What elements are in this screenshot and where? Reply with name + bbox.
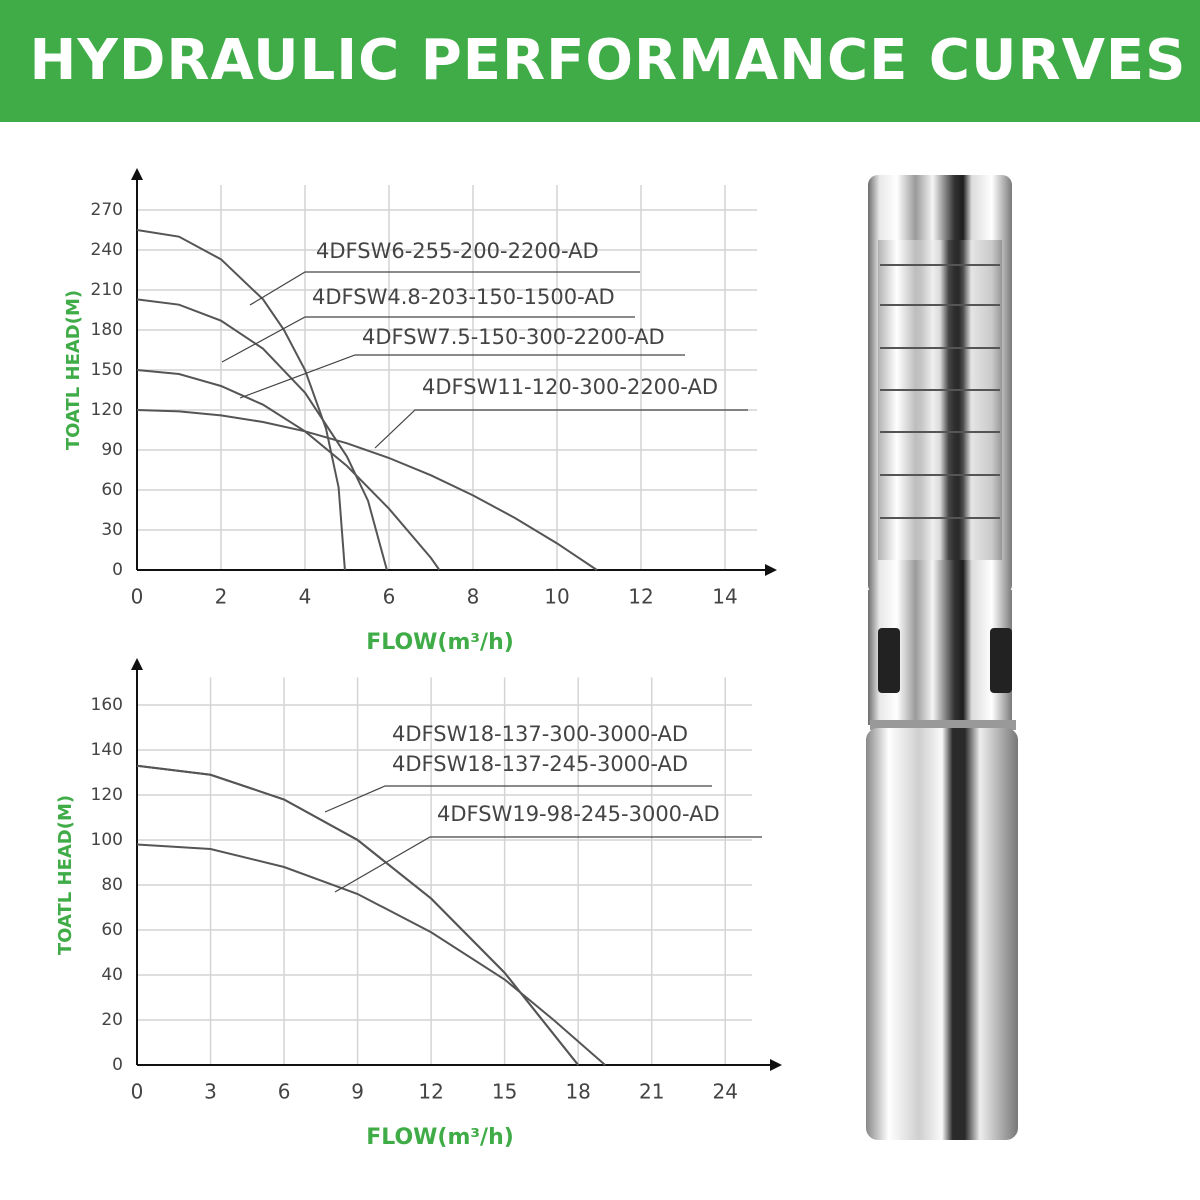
x-tick-label: 14 <box>712 585 737 609</box>
y-tick-label: 210 <box>91 280 123 300</box>
curve <box>136 764 579 1066</box>
y-tick-label: 270 <box>91 200 123 220</box>
x-axis-label: FLOW(m³/h) <box>366 630 514 655</box>
curve <box>136 843 606 1066</box>
y-tick-label: 0 <box>112 1055 123 1075</box>
x-axis-arrow <box>770 1059 782 1071</box>
y-tick-label: 40 <box>101 965 123 985</box>
y-tick-label: 150 <box>91 360 123 380</box>
series-label: 4DFSW11-120-300-2200-AD <box>422 375 718 399</box>
leader-line <box>221 316 635 363</box>
y-axis-arrow <box>131 168 143 180</box>
curve <box>136 298 388 571</box>
y-tick-label: 120 <box>91 400 123 420</box>
y-axis-label: TOATL HEAD(M) <box>55 795 76 955</box>
y-tick-label: 80 <box>101 875 123 895</box>
x-tick-label: 18 <box>565 1080 590 1104</box>
series-label: 4DFSW18-137-300-3000-AD <box>392 722 688 746</box>
y-axis-label: TOATL HEAD(M) <box>63 290 84 450</box>
leader-line <box>374 409 748 449</box>
series-label: 4DFSW4.8-203-150-1500-AD <box>312 285 615 309</box>
series-label: 4DFSW7.5-150-300-2200-AD <box>362 325 665 349</box>
leader-line <box>239 354 685 399</box>
y-tick-label: 60 <box>101 920 123 940</box>
x-tick-label: 10 <box>544 585 569 609</box>
x-tick-label: 12 <box>418 1080 443 1104</box>
x-tick-label: 21 <box>639 1080 664 1104</box>
x-tick-label: 12 <box>628 585 653 609</box>
y-tick-label: 160 <box>91 695 123 715</box>
x-tick-label: 15 <box>492 1080 517 1104</box>
y-tick-label: 100 <box>91 830 123 850</box>
header-bar <box>0 0 1200 122</box>
series-label: 4DFSW18-137-245-3000-AD <box>392 752 688 776</box>
leader-line <box>324 785 712 813</box>
y-tick-label: 0 <box>112 560 123 580</box>
y-tick-label: 240 <box>91 240 123 260</box>
x-tick-label: 0 <box>131 585 144 609</box>
series-label: 4DFSW6-255-200-2200-AD <box>316 239 599 263</box>
x-tick-label: 6 <box>383 585 396 609</box>
series-label: 4DFSW19-98-245-3000-AD <box>437 802 720 826</box>
y-tick-label: 30 <box>101 520 123 540</box>
y-tick-label: 60 <box>101 480 123 500</box>
y-axis-arrow <box>131 658 143 670</box>
curve <box>136 409 598 571</box>
x-tick-label: 4 <box>299 585 312 609</box>
y-tick-label: 180 <box>91 320 123 340</box>
x-tick-label: 6 <box>278 1080 291 1104</box>
x-axis-arrow <box>765 564 777 576</box>
y-tick-label: 120 <box>91 785 123 805</box>
x-tick-label: 24 <box>713 1080 738 1104</box>
x-tick-label: 3 <box>204 1080 217 1104</box>
x-tick-label: 8 <box>467 585 480 609</box>
leader-line <box>249 271 640 306</box>
x-tick-label: 0 <box>131 1080 144 1104</box>
x-tick-label: 2 <box>215 585 228 609</box>
x-tick-label: 9 <box>351 1080 364 1104</box>
x-axis-label: FLOW(m³/h) <box>366 1125 514 1150</box>
y-tick-label: 20 <box>101 1010 123 1030</box>
leader-line <box>334 836 762 893</box>
pump-image <box>866 175 1018 1140</box>
page-title: HYDRAULIC PERFORMANCE CURVES <box>29 28 1186 93</box>
curve <box>136 369 441 571</box>
curve <box>136 229 346 571</box>
y-tick-label: 140 <box>91 740 123 760</box>
y-tick-label: 90 <box>101 440 123 460</box>
